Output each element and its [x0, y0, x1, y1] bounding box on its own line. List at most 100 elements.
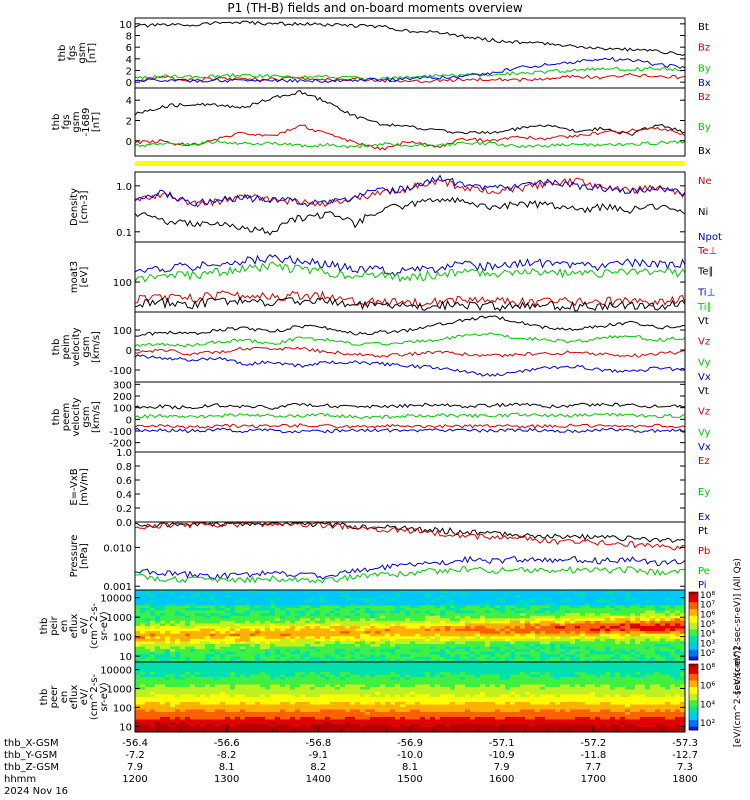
spectrogram-cell [290, 687, 296, 690]
spectrogram-cell [345, 620, 351, 624]
spectrogram-cell [375, 600, 381, 604]
spectrogram-cell [155, 602, 161, 606]
spectrogram-cell [375, 684, 381, 688]
spectrogram-cell [385, 613, 391, 617]
spectrogram-cell [185, 623, 191, 627]
spectrogram-cell [590, 628, 596, 632]
spectrogram-cell [380, 633, 386, 637]
spectrogram-cell [385, 662, 391, 665]
spectrogram-cell [305, 687, 311, 690]
spectrogram-cell [575, 649, 581, 653]
spectrogram-cell [275, 682, 281, 685]
spectrogram-cell [445, 600, 451, 604]
spectrogram-cell [640, 646, 646, 650]
spectrogram-cell [260, 697, 266, 700]
colorbar-segment [689, 595, 698, 598]
spectrogram-cell [250, 608, 256, 611]
spectrogram-cell [185, 620, 191, 624]
spectrogram-cell [605, 608, 611, 611]
spectrogram-cell [335, 633, 341, 637]
spectrogram-cell [645, 679, 651, 683]
spectrogram-cell [215, 667, 221, 670]
spectrogram-cell [620, 618, 626, 622]
spectrogram-cell [495, 692, 501, 695]
spectrogram-cell [425, 590, 431, 593]
spectrogram-cell [480, 610, 486, 614]
spectrogram-cell [340, 641, 346, 645]
spectrogram-cell [590, 687, 596, 690]
spectrogram-cell [320, 654, 326, 658]
spectrogram-cell [315, 638, 321, 642]
spectrogram-cell [165, 672, 171, 675]
spectrogram-cell [250, 636, 256, 640]
spectrogram-cell [650, 689, 656, 693]
spectrogram-cell [395, 667, 401, 670]
spectrogram-cell [535, 677, 541, 680]
spectrogram-cell [550, 659, 556, 663]
spectrogram-cell [275, 602, 281, 606]
spectrogram-cell [195, 620, 201, 624]
spectrogram-cell [190, 669, 196, 673]
spectrogram-cell [480, 641, 486, 645]
spectrogram-cell [480, 595, 486, 599]
spectrogram-cell [225, 646, 231, 650]
spectrogram-cell [305, 682, 311, 685]
spectrogram-cell [525, 664, 531, 668]
spectrogram-cell [520, 672, 526, 675]
spectrogram-cell [530, 669, 536, 673]
spectrogram-cell [230, 677, 236, 680]
y-tick-label: 2 [126, 67, 132, 78]
spectrogram-cell [605, 669, 611, 673]
spectrogram-cell [280, 667, 286, 670]
spectrogram-cell [580, 595, 586, 599]
spectrogram-cell [260, 623, 266, 627]
spectrogram-cell [350, 662, 356, 665]
spectrogram-cell [220, 600, 226, 604]
spectrogram-cell [325, 644, 331, 647]
spectrogram-cell [665, 677, 671, 680]
spectrogram-cell [440, 626, 446, 629]
spectrogram-cell [395, 669, 401, 673]
spectrogram-cell [560, 636, 566, 640]
spectrogram-cell [240, 654, 246, 658]
spectrogram-cell [305, 633, 311, 637]
spectrogram-cell [280, 664, 286, 668]
spectrogram-cell [150, 638, 156, 642]
spectrogram-cell [575, 592, 581, 596]
spectrogram-cell [190, 692, 196, 695]
spectrogram-cell [545, 656, 551, 660]
spectrogram-cell [485, 697, 491, 700]
spectrogram-cell [330, 674, 336, 678]
spectrogram-cell [270, 628, 276, 632]
spectrogram-cell [330, 623, 336, 627]
spectrogram-cell [525, 618, 531, 622]
spectrogram-cell [390, 631, 396, 635]
spectrogram-cell [545, 597, 551, 601]
spectrogram-cell [505, 623, 511, 627]
spectrogram-cell [285, 656, 291, 660]
spectrogram-cell [575, 636, 581, 640]
spectrogram-cell [450, 649, 456, 653]
spectrogram-cell [305, 641, 311, 645]
spectrogram-cell [295, 672, 301, 675]
spectrogram-cell [340, 689, 346, 693]
y-tick-label: 8 [126, 32, 132, 43]
spectrogram-cell [600, 638, 606, 642]
spectrogram-cell [290, 674, 296, 678]
spectrogram-cell [520, 694, 526, 698]
spectrogram-cell [400, 605, 406, 609]
spectrogram-cell [295, 602, 301, 606]
spectrogram-cell [475, 692, 481, 695]
spectrogram-cell [445, 620, 451, 624]
spectrogram-cell [410, 667, 416, 670]
spectrogram-cell [135, 628, 141, 632]
spectrogram-cell [180, 590, 186, 593]
spectrogram-cell [205, 597, 211, 601]
spectrogram-cell [425, 644, 431, 647]
spectrogram-cell [500, 631, 506, 635]
spectrogram-cell [255, 649, 261, 653]
spectrogram-cell [545, 626, 551, 629]
spectrogram-cell [190, 620, 196, 624]
y-axis-label: (cm^2-s- [89, 602, 100, 649]
spectrogram-cell [395, 684, 401, 688]
